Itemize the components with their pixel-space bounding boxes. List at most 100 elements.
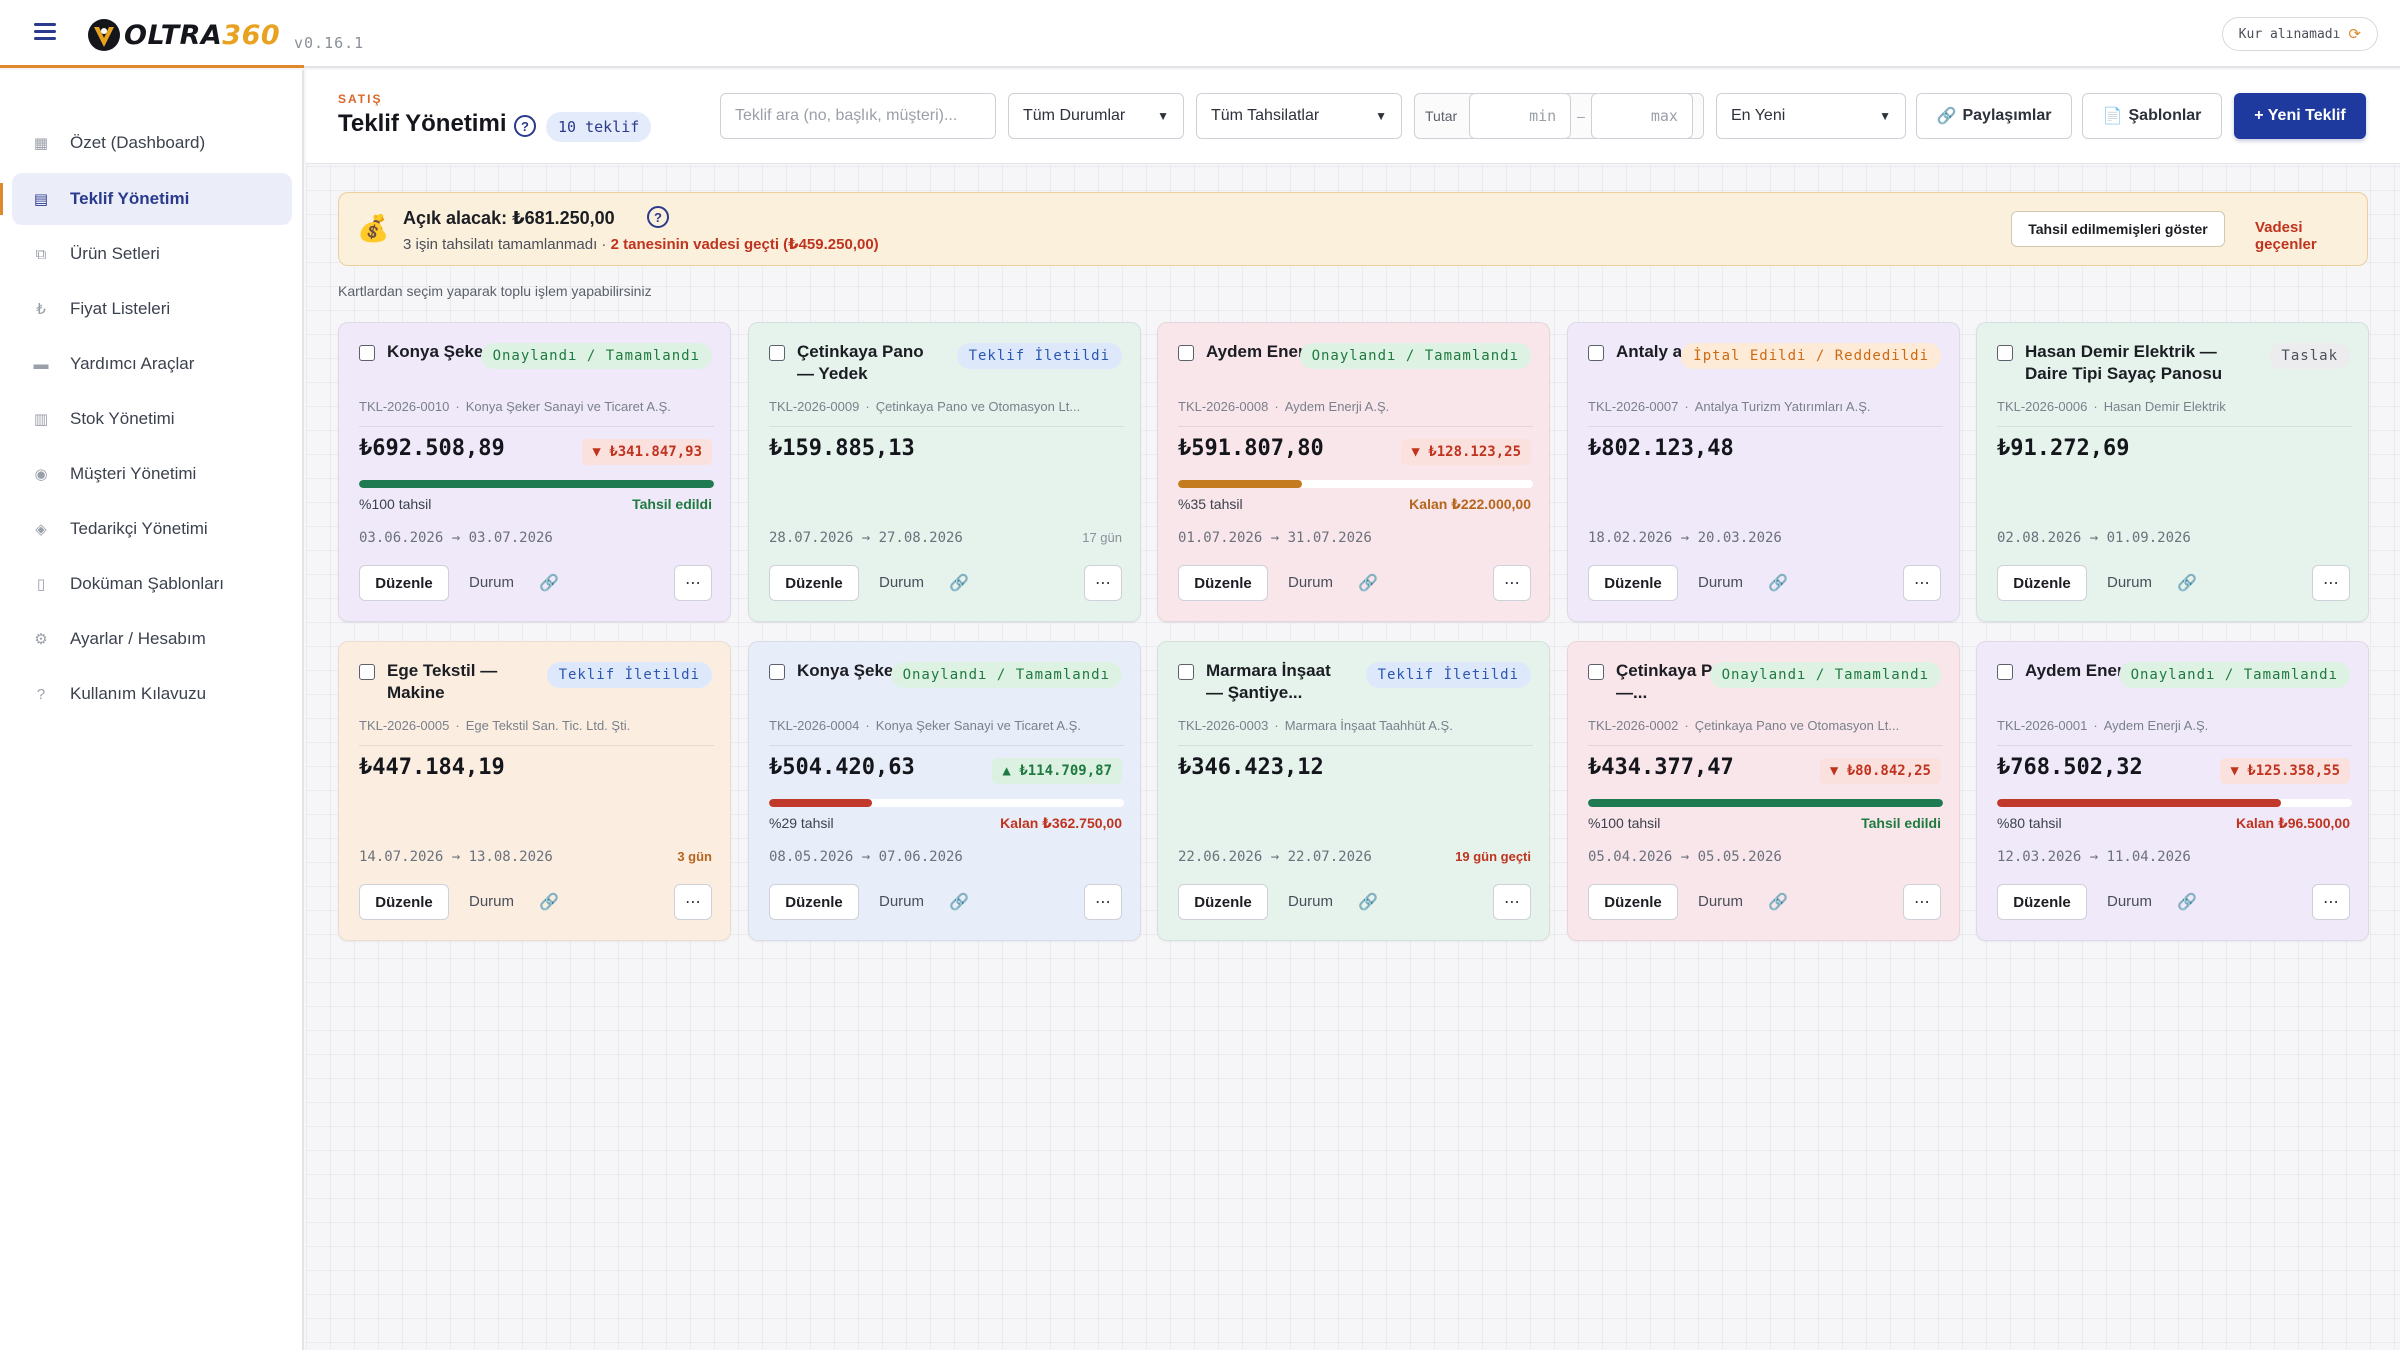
offer-card[interactable]: Aydem Enerji ... Onaylandı / Tamamlandı TK…	[1157, 322, 1550, 622]
status-button[interactable]: Durum	[2107, 574, 2153, 591]
sidebar-item[interactable]: ⚙ Ayarlar / Hesabım	[12, 613, 292, 665]
offer-card[interactable]: Çetinkaya Pano — Yedek Parça... Teklif İl…	[748, 322, 1141, 622]
sidebar-item[interactable]: ◉ Müşteri Yönetimi	[12, 448, 292, 500]
overdue-link[interactable]: Vadesi geçenler	[2255, 219, 2317, 253]
select-checkbox[interactable]	[1588, 345, 1604, 361]
edit-button[interactable]: Düzenle	[1178, 884, 1268, 920]
sidebar-item-label: Tedarikçi Yönetimi	[70, 519, 208, 538]
sidebar-item[interactable]: ⧉ Ürün Setleri	[12, 228, 292, 280]
link-icon[interactable]: 🔗	[2177, 894, 2197, 911]
offer-title: Çetinkaya Pano — Yedek Parça...	[797, 342, 924, 383]
edit-button[interactable]: Düzenle	[769, 884, 859, 920]
edit-button[interactable]: Düzenle	[1588, 565, 1678, 601]
select-checkbox[interactable]	[769, 345, 785, 361]
show-uncollected-button[interactable]: Tahsil edilmemişleri göster	[2011, 211, 2225, 247]
sidebar-item[interactable]: ▬ Yardımcı Araçlar	[12, 338, 292, 390]
offer-card[interactable]: Hasan Demir Elektrik — Daire Tipi Sayaç …	[1976, 322, 2369, 622]
sidebar-item[interactable]: ▤ Teklif Yönetimi	[0, 173, 292, 225]
select-checkbox[interactable]	[769, 664, 785, 680]
more-options-button[interactable]: ⋯	[2312, 565, 2350, 601]
status-button[interactable]: Durum	[1698, 893, 1744, 910]
link-icon[interactable]: 🔗	[1768, 894, 1788, 911]
sidebar-item[interactable]: ₺ Fiyat Listeleri	[12, 283, 292, 335]
link-icon[interactable]: 🔗	[949, 894, 969, 911]
sidebar-item[interactable]: ? Kullanım Kılavuzu	[12, 668, 292, 720]
document-icon: ▤	[33, 191, 49, 208]
link-icon[interactable]: 🔗	[1358, 575, 1378, 592]
offer-card[interactable]: Çetinkaya Pano —... Onaylandı / Tamamland…	[1567, 641, 1960, 941]
select-checkbox[interactable]	[1997, 345, 2013, 361]
new-offer-button[interactable]: + Yeni Teklif	[2234, 93, 2366, 139]
offer-card[interactable]: Aydem Enerji ... Onaylandı / Tamamlandı TK…	[1976, 641, 2369, 941]
link-icon[interactable]: 🔗	[1768, 575, 1788, 592]
status-filter-select[interactable]: Tüm Durumlar ▼	[1008, 93, 1184, 139]
status-button[interactable]: Durum	[879, 574, 925, 591]
offer-card[interactable]: Ege Tekstil — Makine Beslem... Teklif İle…	[338, 641, 731, 941]
status-button[interactable]: Durum	[2107, 893, 2153, 910]
exchange-rate-status[interactable]: Kur alınamadı ⟳	[2221, 17, 2378, 51]
amount-min-input[interactable]: min	[1469, 93, 1572, 139]
edit-button[interactable]: Düzenle	[359, 884, 449, 920]
edit-button[interactable]: Düzenle	[359, 565, 449, 601]
status-button[interactable]: Durum	[1288, 893, 1334, 910]
more-options-button[interactable]: ⋯	[1903, 565, 1941, 601]
more-options-button[interactable]: ⋯	[1084, 565, 1122, 601]
validity-dates: 28.07.2026 → 27.08.2026	[769, 530, 963, 546]
status-button[interactable]: Durum	[1698, 574, 1744, 591]
link-icon[interactable]: 🔗	[539, 575, 559, 592]
select-checkbox[interactable]	[1178, 345, 1194, 361]
more-options-button[interactable]: ⋯	[1493, 884, 1531, 920]
file-icon: ▯	[36, 576, 46, 593]
refresh-icon[interactable]: ⟳	[2348, 25, 2361, 43]
more-options-button[interactable]: ⋯	[2312, 884, 2350, 920]
link-icon[interactable]: 🔗	[539, 894, 559, 911]
edit-button[interactable]: Düzenle	[1588, 884, 1678, 920]
more-options-button[interactable]: ⋯	[674, 565, 712, 601]
offer-card[interactable]: Antaly a... İptal Edildi / Reddedildi TKL-…	[1567, 322, 1960, 622]
app-logo[interactable]: OLTRA360	[86, 16, 280, 54]
status-button[interactable]: Durum	[469, 574, 515, 591]
more-options-button[interactable]: ⋯	[1084, 884, 1122, 920]
shares-button[interactable]: 🔗 Paylaşımlar	[1916, 93, 2072, 139]
offer-card[interactable]: Marmara İnşaat — Şantiye... Teklif İletil…	[1157, 641, 1550, 941]
select-checkbox[interactable]	[359, 664, 375, 680]
amount-range-filter: Tutar min – max	[1414, 93, 1704, 139]
sidebar-item[interactable]: ▦ Özet (Dashboard)	[12, 117, 292, 169]
templates-button[interactable]: 📄 Şablonlar	[2082, 93, 2222, 139]
select-checkbox[interactable]	[1588, 664, 1604, 680]
offer-code: TKL-2026-0001	[1997, 718, 2088, 733]
more-options-button[interactable]: ⋯	[674, 884, 712, 920]
sort-select[interactable]: En Yeni ▼	[1716, 93, 1906, 139]
status-badge: İptal Edildi / Reddedildi	[1681, 343, 1941, 369]
search-input[interactable]: Teklif ara (no, başlık, müşteri)...	[720, 93, 996, 139]
select-checkbox[interactable]	[1178, 664, 1194, 680]
link-icon[interactable]: 🔗	[2177, 575, 2197, 592]
collection-filter-select[interactable]: Tüm Tahsilatlar ▼	[1196, 93, 1402, 139]
offer-meta: TKL-2026-0010 · Konya Şeker Sanayi ve Tica…	[359, 399, 714, 427]
offer-amount: ₺692.508,89	[359, 436, 505, 461]
link-icon[interactable]: 🔗	[1358, 894, 1378, 911]
offer-title: Marmara İnşaat — Şantiye...	[1206, 661, 1331, 702]
menu-icon[interactable]	[34, 20, 56, 44]
help-icon[interactable]: ?	[647, 206, 669, 228]
edit-button[interactable]: Düzenle	[1178, 565, 1268, 601]
more-options-button[interactable]: ⋯	[1903, 884, 1941, 920]
edit-button[interactable]: Düzenle	[1997, 565, 2087, 601]
status-button[interactable]: Durum	[1288, 574, 1334, 591]
link-icon[interactable]: 🔗	[949, 575, 969, 592]
status-button[interactable]: Durum	[879, 893, 925, 910]
status-button[interactable]: Durum	[469, 893, 515, 910]
sidebar-item[interactable]: ▯ Doküman Şablonları	[12, 558, 292, 610]
select-checkbox[interactable]	[359, 345, 375, 361]
sidebar-item[interactable]: ▥ Stok Yönetimi	[12, 393, 292, 445]
edit-button[interactable]: Düzenle	[1997, 884, 2087, 920]
more-options-button[interactable]: ⋯	[1493, 565, 1531, 601]
edit-button[interactable]: Düzenle	[769, 565, 859, 601]
offer-code: TKL-2026-0004	[769, 718, 860, 733]
offer-card[interactable]: Konya Şeker ... Onaylandı / Tamamlandı TKL…	[338, 322, 731, 622]
amount-max-input[interactable]: max	[1590, 93, 1693, 139]
select-checkbox[interactable]	[1997, 664, 2013, 680]
help-icon[interactable]: ?	[514, 115, 536, 137]
offer-card[interactable]: Konya Şeker ... Onaylandı / Tamamlandı TKL…	[748, 641, 1141, 941]
sidebar-item[interactable]: ◈ Tedarikçi Yönetimi	[12, 503, 292, 555]
